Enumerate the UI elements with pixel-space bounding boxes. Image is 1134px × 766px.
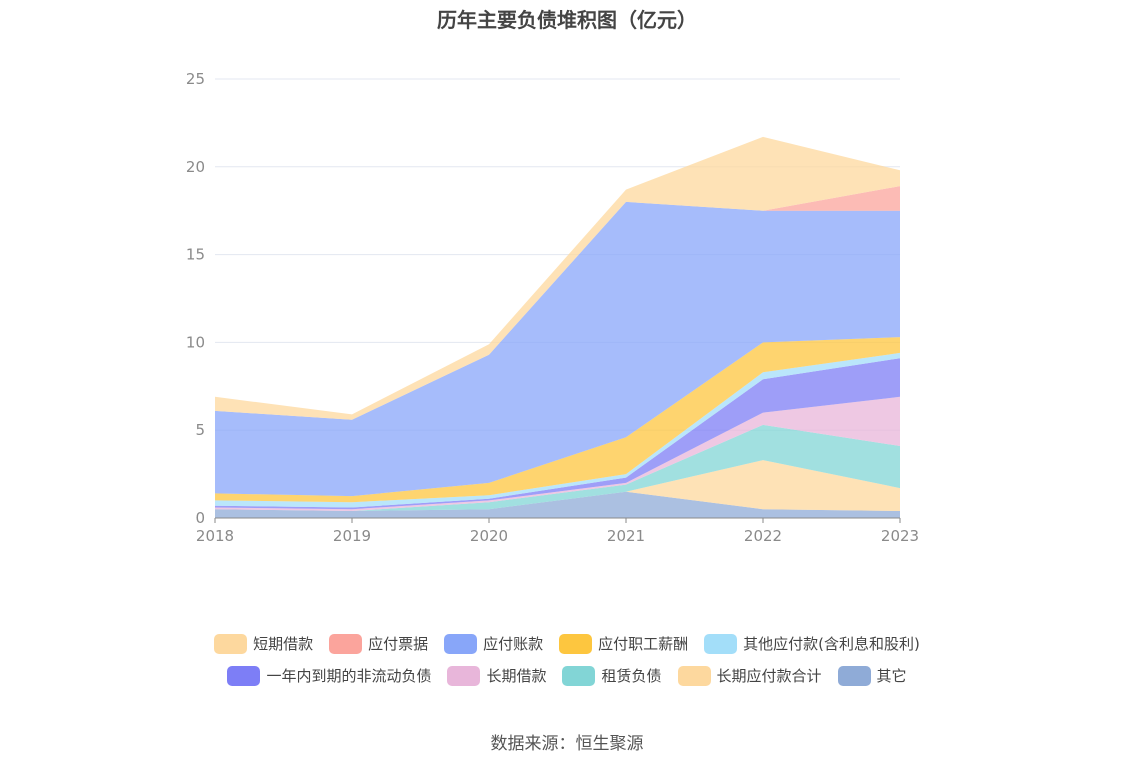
legend-swatch xyxy=(704,633,738,654)
x-tick-label: 2020 xyxy=(470,527,508,545)
legend-swatch xyxy=(562,665,596,686)
legend-item[interactable]: 长期借款 xyxy=(447,665,546,686)
stacked-area-chart: 0 5 10 15 20 25 2018 2019 2020 2021 2022 2023 xyxy=(186,70,919,545)
y-tick-label: 20 xyxy=(186,158,205,176)
legend-label: 长期借款 xyxy=(486,667,547,685)
x-tick-label: 2022 xyxy=(744,527,782,545)
y-tick-label: 25 xyxy=(186,70,205,88)
area-series xyxy=(215,396,900,511)
area-series xyxy=(215,337,900,503)
area-series xyxy=(215,491,900,518)
legend-item[interactable]: 其它 xyxy=(837,665,907,686)
y-tick-label: 10 xyxy=(186,333,205,351)
legend-swatch xyxy=(559,633,593,654)
legend-swatch xyxy=(447,665,481,686)
legend-swatch xyxy=(444,633,478,654)
area-series xyxy=(215,352,900,508)
legend-swatch xyxy=(837,665,871,686)
legend-row-1: 短期借款 应付票据 应付账款 应付职工薪酬 其他应付款(含利息和股利) xyxy=(0,633,1134,654)
legend-item[interactable]: 其他应付款(含利息和股利) xyxy=(704,633,920,654)
legend-swatch xyxy=(329,633,363,654)
area-series xyxy=(215,201,900,497)
legend-label: 应付职工薪酬 xyxy=(598,635,689,653)
legend-label: 短期借款 xyxy=(253,635,314,653)
y-tick-label: 15 xyxy=(186,246,205,264)
legend-item[interactable]: 应付票据 xyxy=(329,633,428,654)
legend-swatch xyxy=(677,665,711,686)
legend-item[interactable]: 长期应付款合计 xyxy=(677,665,822,686)
legend-item[interactable]: 应付账款 xyxy=(444,633,543,654)
y-tick-label: 5 xyxy=(195,421,205,439)
x-tick-label: 2023 xyxy=(881,527,919,545)
x-tick-label: 2018 xyxy=(196,527,234,545)
area-series xyxy=(215,136,900,420)
legend-swatch xyxy=(214,633,248,654)
x-tick-label: 2019 xyxy=(333,527,371,545)
legend-item[interactable]: 应付职工薪酬 xyxy=(559,633,688,654)
legend-item[interactable]: 短期借款 xyxy=(214,633,313,654)
legend-item[interactable]: 租赁负债 xyxy=(562,665,662,686)
y-tick-label: 0 xyxy=(195,509,205,527)
area-series xyxy=(215,424,900,511)
legend-label: 租赁负债 xyxy=(601,667,662,685)
chart-title: 历年主要负债堆积图（亿元） xyxy=(437,8,697,32)
legend-swatch xyxy=(227,665,261,686)
area-series xyxy=(215,358,900,510)
legend-label: 一年内到期的非流动负债 xyxy=(266,667,432,685)
area-series xyxy=(215,186,900,420)
x-tick-label: 2021 xyxy=(607,527,645,545)
data-source-note: 数据来源：恒生聚源 xyxy=(490,734,644,754)
legend-label: 其他应付款(含利息和股利) xyxy=(743,635,920,653)
legend-row-2: 一年内到期的非流动负债 长期借款 租赁负债 长期应付款合计 其它 xyxy=(0,665,1134,686)
area-series xyxy=(215,460,900,511)
legend-label: 应付账款 xyxy=(483,635,544,653)
legend-label: 应付票据 xyxy=(368,635,429,653)
legend-label: 其它 xyxy=(876,667,907,685)
legend-label: 长期应付款合计 xyxy=(716,667,822,685)
legend-item[interactable]: 一年内到期的非流动负债 xyxy=(227,665,431,686)
